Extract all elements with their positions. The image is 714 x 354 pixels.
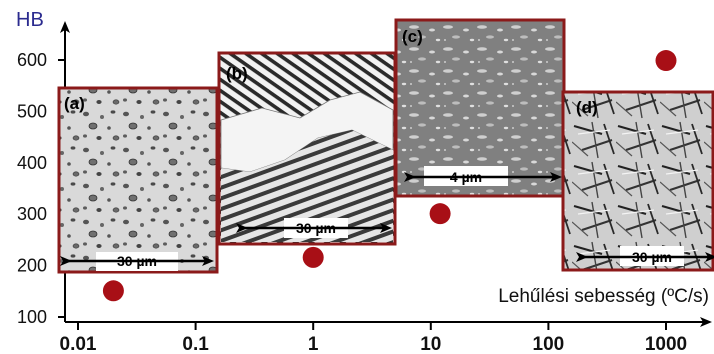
x-tick-label: 1 [308, 334, 319, 354]
data-point [102, 280, 124, 302]
panel-label-b: (b) [226, 64, 248, 83]
data-point [655, 50, 677, 72]
data-points [102, 50, 677, 302]
micrograph-panel-a: (a) 30 µm [57, 86, 219, 274]
panel-label-d: (d) [576, 98, 598, 117]
x-tick-label: 0.1 [182, 334, 209, 354]
micrograph-panel-b: (b) 30 µm [217, 51, 397, 246]
data-point [429, 203, 451, 225]
panel-label-a: (a) [64, 94, 85, 113]
x-tick-label: 100 [533, 334, 565, 354]
scale-bar-label-c: 4 µm [450, 169, 482, 185]
scale-bar-label-d: 30 µm [632, 249, 672, 265]
micrograph-panel-d: (d) 30 µm [561, 90, 714, 272]
panel-label-c: (c) [402, 27, 423, 46]
x-ticks: 0.01 0.1 1 10 100 1000 [60, 322, 687, 354]
y-tick-label: 100 [17, 307, 47, 327]
y-ticks: 100 200 300 400 500 600 [17, 50, 65, 327]
x-axis-title: Lehűlési sebesség (ºC/s) [498, 286, 709, 307]
data-point [302, 246, 324, 268]
y-tick-label: 400 [17, 153, 47, 173]
x-tick-label: 1000 [645, 334, 687, 354]
y-tick-label: 600 [17, 50, 47, 70]
y-axis-title: HB [16, 9, 44, 31]
scale-bar-label-b: 30 µm [296, 220, 336, 236]
y-tick-label: 200 [17, 256, 47, 276]
micrograph-b-colony [221, 130, 393, 242]
micrograph-a-image [57, 86, 219, 274]
micrograph-panel-c: (c) 4 µm [394, 18, 566, 198]
micrograph-d-image [561, 90, 714, 272]
y-tick-label: 300 [17, 204, 47, 224]
x-tick-label: 10 [420, 334, 441, 354]
scale-bar-label-a: 30 µm [117, 253, 157, 269]
y-tick-label: 500 [17, 101, 47, 121]
x-tick-label: 0.01 [60, 334, 97, 354]
